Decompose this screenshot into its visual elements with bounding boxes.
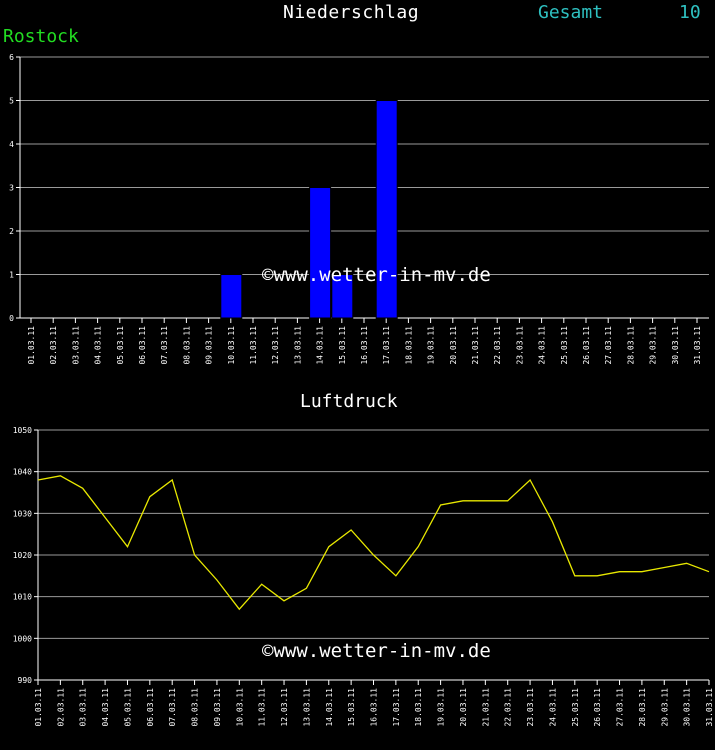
pressure-xtick-label: 29.03.11 — [660, 688, 669, 727]
pressure-xtick-label: 17.03.11 — [392, 688, 401, 727]
pressure-ytick-label: 1050 — [13, 426, 32, 435]
pressure-xtick-label: 21.03.11 — [481, 688, 490, 727]
pressure-xtick-label: 23.03.11 — [526, 688, 535, 727]
watermark-pressure: ©www.wetter-in-mv.de — [262, 640, 491, 662]
precip-ytick-label: 1 — [9, 271, 14, 280]
precip-ytick-label: 4 — [9, 140, 14, 149]
precip-xtick-label: 11.03.11 — [249, 326, 258, 365]
pressure-series-line — [37, 475, 710, 611]
precip-xtick-label: 05.03.11 — [116, 326, 125, 365]
pressure-xtick-label: 15.03.11 — [347, 688, 356, 727]
pressure-ytick-label: 1030 — [13, 509, 32, 518]
precip-xtick-label: 24.03.11 — [538, 326, 547, 365]
precip-bar — [375, 100, 398, 319]
precip-xtick-label: 31.03.11 — [693, 326, 702, 365]
precip-ytick-label: 6 — [9, 53, 14, 62]
precip-bar — [331, 274, 354, 319]
pressure-chart: 990 1000 1010 1020 1030 1040 1050 01.03.11 02.03… — [13, 426, 714, 727]
precip-xtick-label: 12.03.11 — [271, 326, 280, 365]
precip-xtick-label: 28.03.11 — [626, 326, 635, 365]
pressure-xtick-label: 12.03.11 — [280, 688, 289, 727]
pressure-xtick-label: 31.03.11 — [705, 688, 714, 727]
pressure-xtick-label: 08.03.11 — [191, 688, 200, 727]
precip-xtick-label: 06.03.11 — [138, 326, 147, 365]
precip-xtick-label: 27.03.11 — [604, 326, 613, 365]
precip-xtick-label: 23.03.11 — [515, 326, 524, 365]
precip-xtick-label: 19.03.11 — [427, 326, 436, 365]
pressure-xtick-label: 28.03.11 — [638, 688, 647, 727]
pressure-xtick-label: 18.03.11 — [414, 688, 423, 727]
pressure-xtick-label: 30.03.11 — [683, 688, 692, 727]
pressure-xtick-label: 05.03.11 — [123, 688, 132, 727]
precip-xtick-label: 07.03.11 — [160, 326, 169, 365]
precip-xtick-label: 09.03.11 — [205, 326, 214, 365]
total-value: 10 — [679, 2, 701, 23]
precip-xtick-label: 25.03.11 — [560, 326, 569, 365]
pressure-xtick-label: 24.03.11 — [548, 688, 557, 727]
pressure-xtick-label: 02.03.11 — [56, 688, 65, 727]
precip-xtick-label: 08.03.11 — [182, 326, 191, 365]
precip-xtick-label: 16.03.11 — [360, 326, 369, 365]
pressure-xtick-label: 13.03.11 — [302, 688, 311, 727]
precip-bar — [220, 274, 243, 319]
pressure-xtick-label: 14.03.11 — [325, 688, 334, 727]
precip-xtick-label: 04.03.11 — [94, 326, 103, 365]
pressure-xtick-label: 10.03.11 — [235, 688, 244, 727]
pressure-ytick-label: 1010 — [13, 593, 32, 602]
pressure-xtick-label: 22.03.11 — [504, 688, 513, 727]
station-name: Rostock — [3, 26, 79, 47]
pressure-xtick-label: 27.03.11 — [616, 688, 625, 727]
precip-xtick-label: 26.03.11 — [582, 326, 591, 365]
pressure-xtick-label: 01.03.11 — [34, 688, 43, 727]
pressure-xtick-label: 19.03.11 — [437, 688, 446, 727]
precip-xtick-label: 29.03.11 — [649, 326, 658, 365]
pressure-xtick-label: 03.03.11 — [79, 688, 88, 727]
total-label: Gesamt — [538, 2, 604, 23]
precip-xtick-label: 14.03.11 — [316, 326, 325, 365]
pressure-xtick-label: 11.03.11 — [258, 688, 267, 727]
pressure-ytick-label: 1040 — [13, 468, 32, 477]
precip-xtick-label: 18.03.11 — [404, 326, 413, 365]
pressure-xtick-label: 16.03.11 — [370, 688, 379, 727]
pressure-xtick-label: 04.03.11 — [101, 688, 110, 727]
pressure-ytick-label: 1000 — [13, 634, 32, 643]
pressure-xtick-label: 06.03.11 — [146, 688, 155, 727]
precip-xtick-label: 13.03.11 — [293, 326, 302, 365]
chart-title-pressure: Luftdruck — [300, 391, 398, 412]
chart-title-precipitation: Niederschlag — [283, 2, 420, 23]
precip-xtick-label: 22.03.11 — [493, 326, 502, 365]
precip-bar — [309, 187, 332, 319]
precip-xtick-label: 17.03.11 — [382, 326, 391, 365]
pressure-xtick-label: 09.03.11 — [213, 688, 222, 727]
pressure-xtick-label: 20.03.11 — [459, 688, 468, 727]
pressure-ytick-label: 1020 — [13, 551, 32, 560]
watermark-precipitation: ©www.wetter-in-mv.de — [262, 264, 491, 286]
pressure-ytick-label: 990 — [18, 676, 33, 685]
precip-ytick-label: 2 — [9, 227, 14, 236]
precip-ytick-label: 5 — [9, 97, 14, 106]
pressure-xtick-label: 25.03.11 — [571, 688, 580, 727]
precip-ytick-label: 3 — [9, 184, 14, 193]
precip-ytick-label: 0 — [9, 314, 14, 323]
precip-xtick-label: 03.03.11 — [71, 326, 80, 365]
precip-xtick-label: 20.03.11 — [449, 326, 458, 365]
precipitation-chart: 0 1 2 3 4 5 6 01.03.11 02.03.11 03.03.11 04.03.11 0… — [9, 53, 709, 365]
precip-xtick-label: 02.03.11 — [49, 326, 58, 365]
precip-xtick-label: 30.03.11 — [671, 326, 680, 365]
pressure-xtick-label: 26.03.11 — [593, 688, 602, 727]
precip-xtick-label: 10.03.11 — [227, 326, 236, 365]
precip-xtick-label: 01.03.11 — [27, 326, 36, 365]
precip-xtick-label: 15.03.11 — [338, 326, 347, 365]
pressure-xtick-label: 07.03.11 — [168, 688, 177, 727]
precip-xtick-label: 21.03.11 — [471, 326, 480, 365]
